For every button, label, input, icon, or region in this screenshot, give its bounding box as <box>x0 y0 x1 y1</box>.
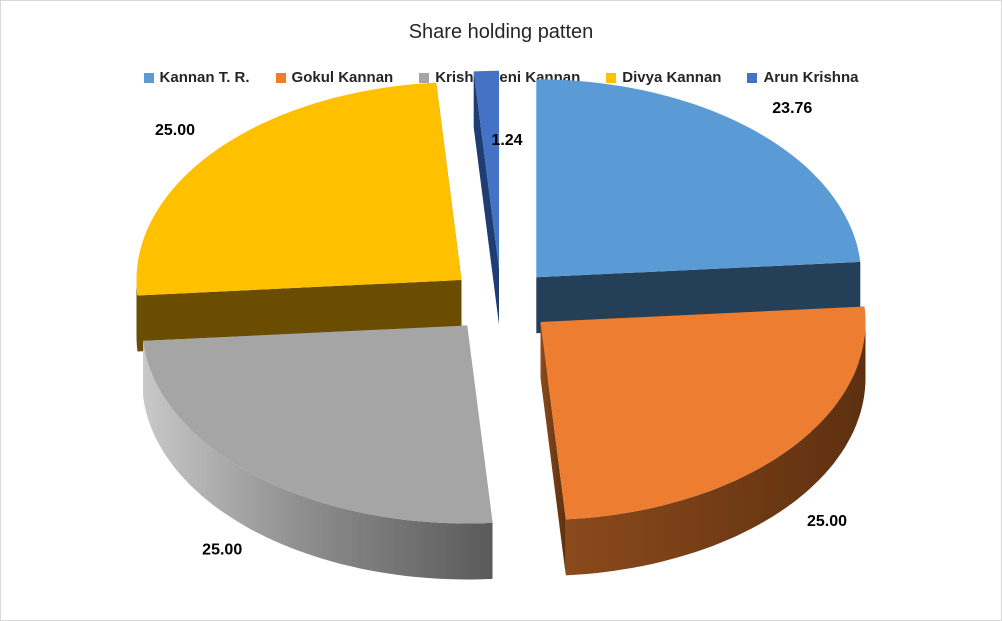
legend-swatch-gokul-kannan <box>275 72 286 83</box>
legend-item-arun-krishna: Arun Krishna <box>747 69 858 86</box>
legend-item-divya-kannan: Divya Kannan <box>606 69 721 86</box>
pie-slice-side-arun-krishna-0 <box>473 71 499 325</box>
pie-slice-side-divya-kannan-2 <box>136 280 138 352</box>
chart-title: Share holding patten <box>408 21 594 43</box>
legend-item-kannan-t-r: Kannan T. R. <box>143 69 250 86</box>
pie-slice-divya-kannan <box>136 82 462 352</box>
legend-swatch-arun-krishna <box>747 72 758 83</box>
pie-slice-gokul-kannan <box>540 306 866 576</box>
pie-slice-kannan-t-r <box>536 79 861 334</box>
data-label-arun-krishna: 1.24 <box>491 132 522 149</box>
legend-label-divya-kannan: Divya Kannan <box>622 69 722 86</box>
pie-slice-top-arun-krishna <box>473 70 499 269</box>
data-label-kannan-t-r: 23.76 <box>772 100 812 117</box>
legend-label-gokul-kannan: Gokul Kannan <box>291 69 394 86</box>
legend-label-arun-krishna: Arun Krishna <box>763 69 859 86</box>
pie-slice-top-krishnaveni-kannan <box>143 325 493 524</box>
legend-swatch-kannan-t-r <box>143 72 154 83</box>
pie-slice-side-krishnaveni-kannan-2 <box>143 340 493 580</box>
data-label-krishnaveni-kannan: 25.00 <box>202 542 242 559</box>
legend-swatch-krishnaveni-kannan <box>419 72 430 83</box>
data-label-divya-kannan: 25.00 <box>155 122 195 139</box>
pie-slice-side-gokul-kannan-1 <box>540 322 566 576</box>
legend-label-kannan-t-r: Kannan T. R. <box>159 69 250 86</box>
pie-slice-top-gokul-kannan <box>540 306 866 520</box>
legend-swatch-divya-kannan <box>606 72 617 83</box>
pie-slice-arun-krishna <box>473 70 499 325</box>
pie-slice-krishnaveni-kannan <box>143 325 493 580</box>
data-label-gokul-kannan: 25.00 <box>807 513 847 530</box>
pie-slice-top-divya-kannan <box>136 82 462 296</box>
legend-item-gokul-kannan: Gokul Kannan <box>275 69 394 86</box>
pie-slice-side-gokul-kannan-2 <box>565 322 866 576</box>
legend: Kannan T. R. Gokul Kannan Krishnaveni Kann… <box>1 69 1001 86</box>
pie-slice-top-kannan-t-r <box>536 79 861 278</box>
